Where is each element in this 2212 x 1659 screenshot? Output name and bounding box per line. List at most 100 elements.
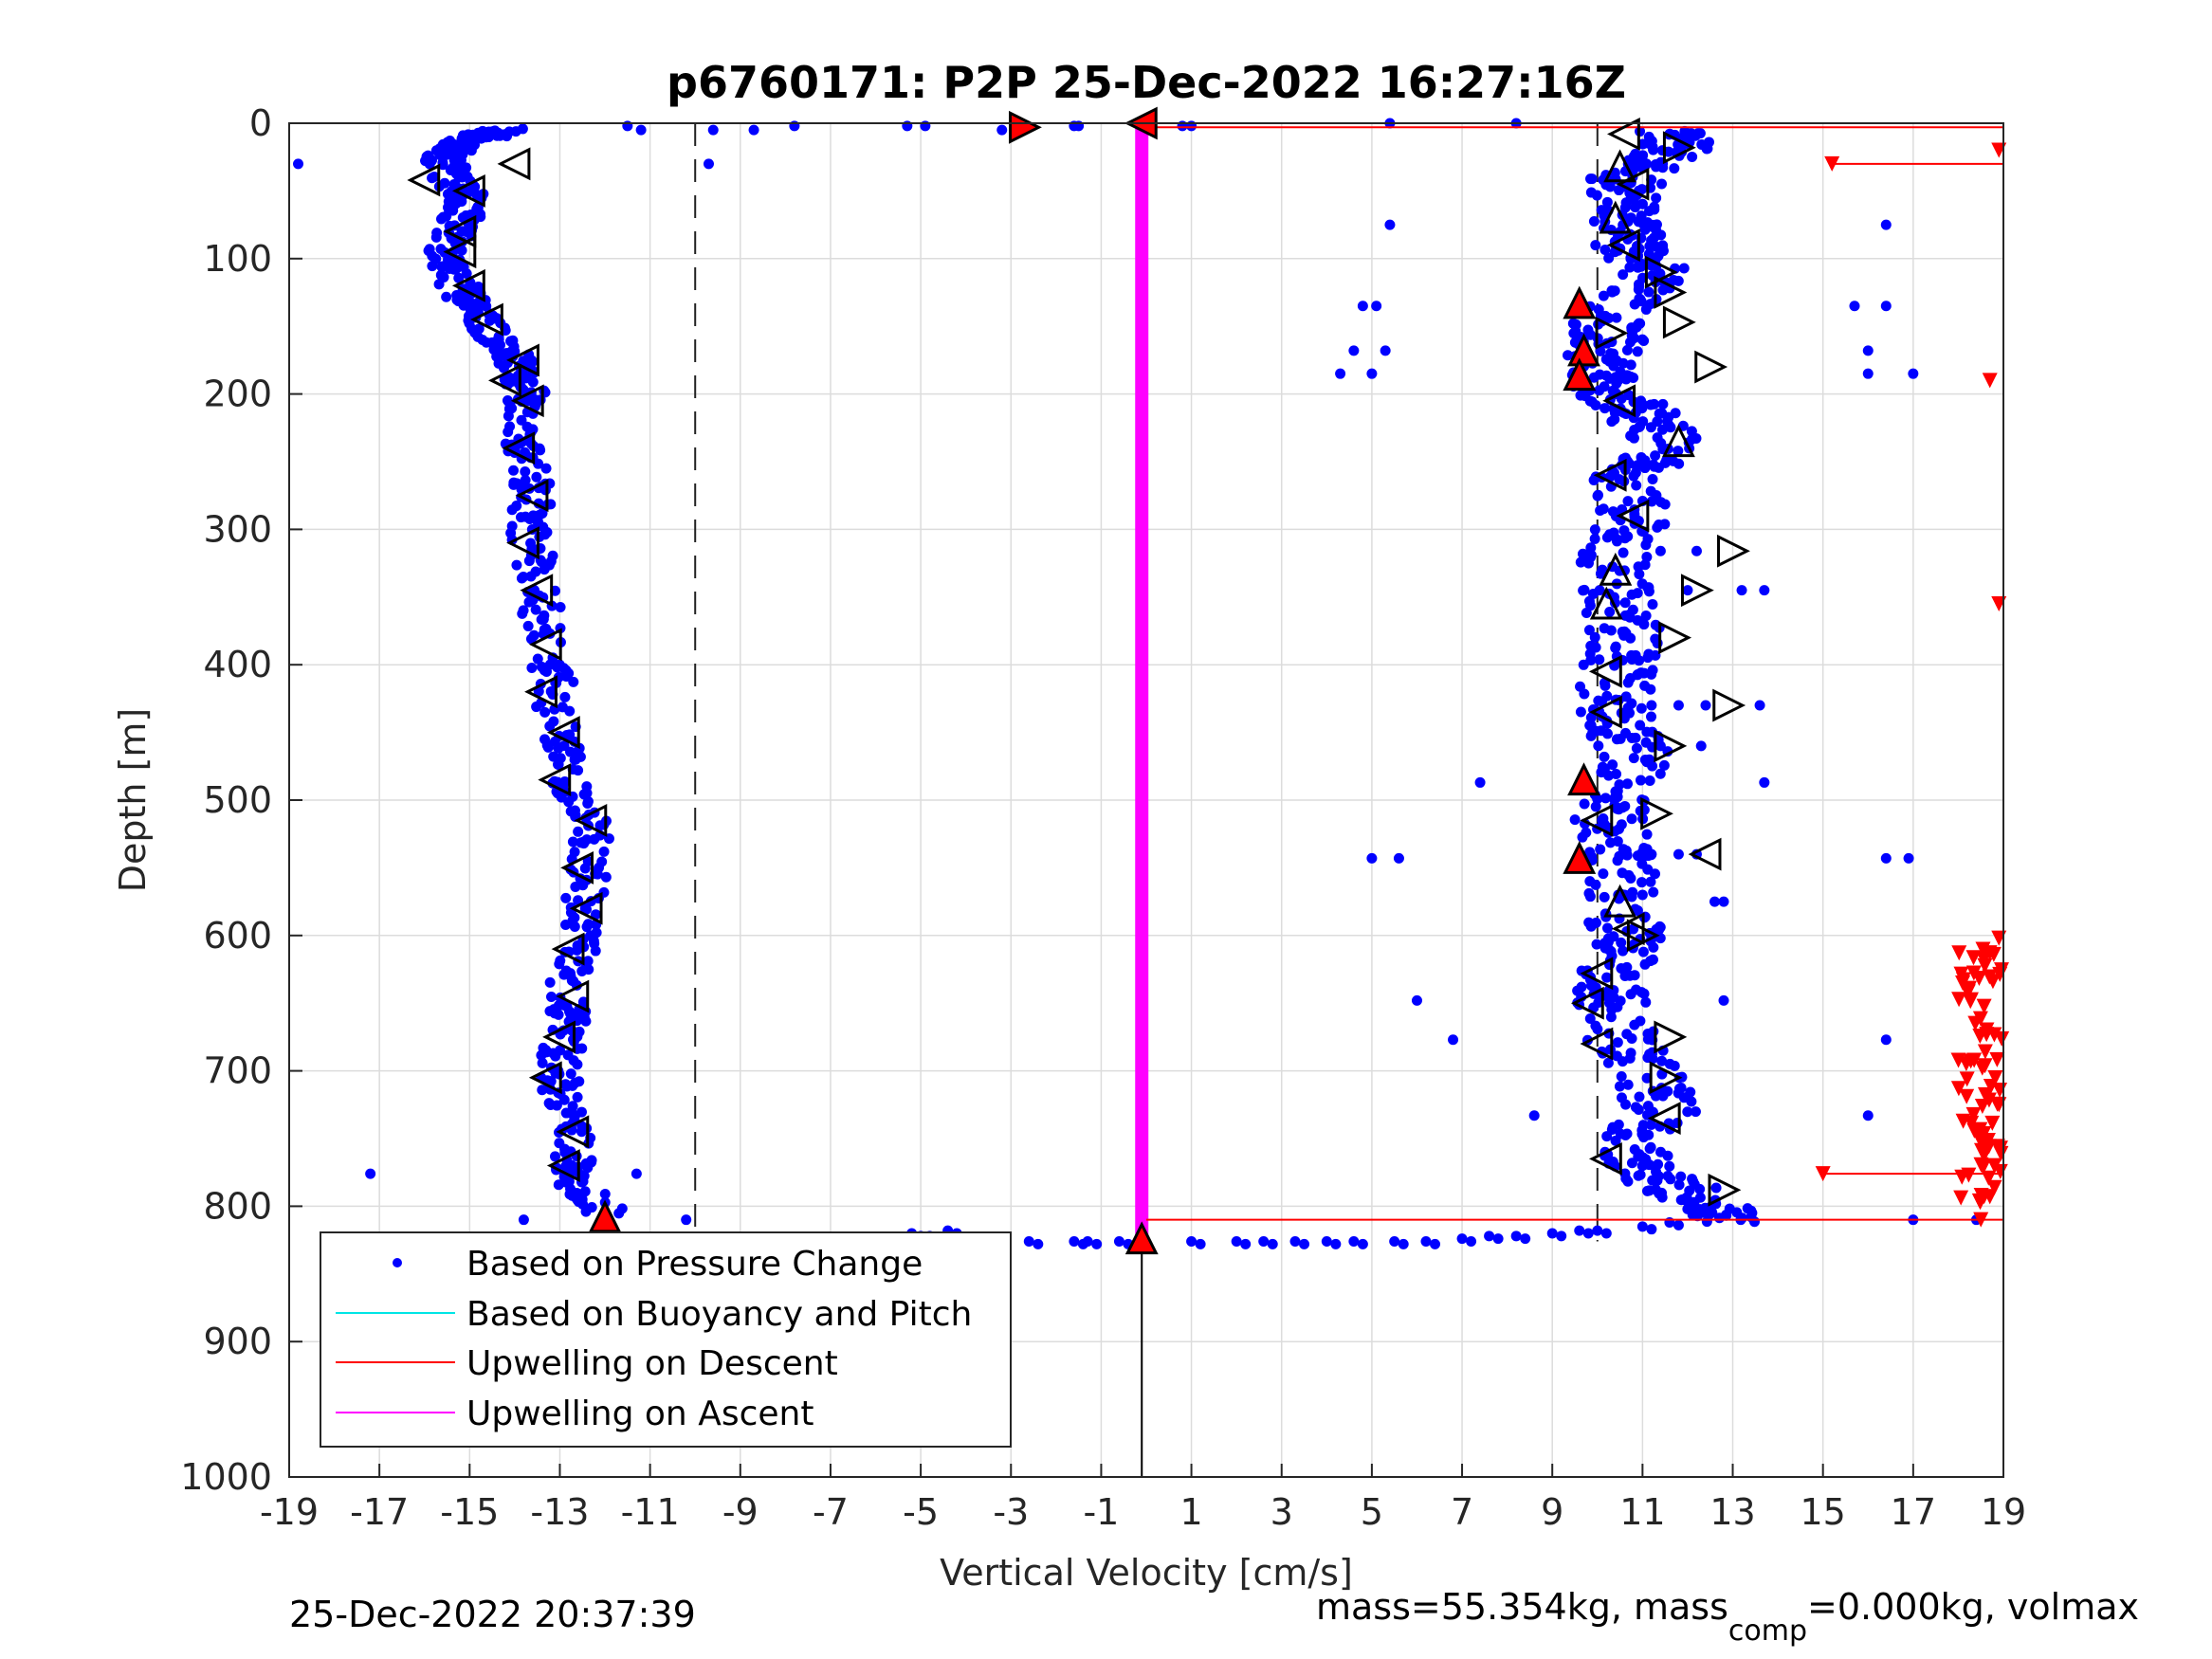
pressure-change-point	[1695, 740, 1707, 752]
pressure-change-point	[496, 350, 507, 361]
pressure-change-point	[1690, 1106, 1701, 1118]
pressure-change-point	[1625, 337, 1636, 348]
pressure-change-point	[558, 1094, 570, 1105]
pressure-change-point	[1645, 876, 1656, 887]
pressure-change-point	[531, 471, 542, 483]
pressure-change-point	[1694, 1183, 1706, 1194]
pressure-change-point	[1335, 368, 1346, 379]
pressure-change-point	[1903, 852, 1914, 864]
pressure-change-point	[447, 193, 458, 205]
pressure-change-point	[570, 882, 581, 893]
mass-subscript: comp	[1728, 1614, 1807, 1648]
pressure-change-point	[535, 445, 546, 456]
pressure-change-point	[1862, 368, 1874, 379]
pressure-change-point	[1582, 1228, 1594, 1239]
pressure-change-point	[1585, 712, 1597, 723]
x-tick-label: 7	[1451, 1491, 1473, 1533]
x-axis-ticks: -19 -17 -15 -13 -11 -9 -7 -5 -3 -1 1 3 5 7 9 11 13 15 17 19	[260, 1464, 2026, 1533]
upwelling-descent-marker	[1977, 1044, 1993, 1060]
pressure-change-point	[1267, 1238, 1278, 1249]
pressure-change-point	[1654, 519, 1665, 530]
pressure-change-point	[1645, 299, 1656, 310]
pressure-change-point	[1474, 776, 1486, 788]
pressure-change-point	[1641, 829, 1653, 840]
pressure-change-point	[1614, 1081, 1625, 1092]
pressure-change-point	[1648, 1026, 1659, 1037]
pressure-change-point	[1673, 458, 1685, 469]
pressure-change-point	[1195, 1238, 1206, 1249]
upwelling-descent-marker	[1972, 1121, 1988, 1138]
pressure-change-point	[1700, 700, 1711, 711]
pressure-change-point	[539, 610, 550, 621]
pressure-change-point	[1649, 398, 1660, 410]
pressure-change-point	[579, 1186, 591, 1197]
pressure-change-point	[1623, 390, 1635, 401]
pressure-change-point	[1456, 1233, 1468, 1245]
pressure-change-point	[1600, 370, 1612, 381]
pressure-change-point	[1669, 163, 1680, 174]
pressure-change-point	[1641, 1185, 1653, 1196]
pressure-change-point	[1616, 962, 1627, 974]
pressure-change-point	[579, 863, 591, 874]
triangle-marker	[546, 716, 580, 750]
upwelling-descent-marker	[1955, 1113, 1971, 1129]
pressure-change-point	[1607, 759, 1618, 771]
pressure-change-point	[1569, 814, 1581, 826]
pressure-change-point	[1673, 1083, 1685, 1094]
triangle-marker	[1567, 333, 1600, 367]
triangle-marker	[569, 891, 603, 925]
legend-label-buoyancy: Based on Buoyancy and Pitch	[466, 1295, 972, 1334]
pressure-change-point	[1635, 1169, 1646, 1180]
pressure-change-point	[1633, 279, 1644, 290]
pressure-change-point	[1614, 779, 1625, 791]
pressure-change-point	[461, 268, 472, 280]
pressure-change-point	[567, 1165, 578, 1176]
x-tick-label: 3	[1271, 1491, 1293, 1533]
pressure-change-point	[1366, 852, 1378, 864]
pressure-change-point	[532, 653, 543, 665]
pressure-change-point	[1599, 891, 1610, 902]
triangle-marker	[451, 173, 485, 208]
pressure-change-point	[1656, 1192, 1668, 1203]
pressure-change-point	[553, 1000, 564, 1012]
pressure-change-point	[599, 1189, 611, 1200]
pressure-change-point	[1628, 372, 1639, 383]
pressure-change-point	[1642, 1033, 1654, 1045]
pressure-change-point	[560, 919, 572, 930]
pressure-change-point	[1600, 354, 1612, 365]
pressure-change-point	[1589, 524, 1600, 536]
triangle-marker	[1647, 1102, 1681, 1136]
pressure-change-point	[1635, 318, 1646, 329]
pressure-change-point	[554, 659, 565, 670]
pressure-change-point	[748, 124, 759, 136]
pressure-change-point	[508, 479, 520, 490]
pressure-change-point	[547, 550, 558, 561]
upwelling-descent-marker	[1983, 1078, 1999, 1094]
pressure-change-point	[1613, 185, 1624, 196]
pressure-change-point	[1579, 390, 1590, 401]
pressure-change-point	[1583, 887, 1595, 899]
pressure-change-point	[568, 676, 579, 687]
pressure-change-point	[1632, 905, 1643, 917]
pressure-change-point	[1636, 210, 1647, 222]
triangle-marker	[1606, 228, 1640, 262]
pressure-change-point	[577, 1176, 589, 1187]
pressure-change-point	[1646, 700, 1657, 711]
x-tick-label: -17	[350, 1491, 409, 1533]
pressure-change-point	[545, 685, 557, 697]
upwelling-descent-marker	[1959, 1088, 1975, 1104]
pressure-change-point	[442, 138, 453, 150]
pressure-change-point	[467, 221, 479, 232]
pressure-change-point	[472, 331, 484, 342]
footer-mass-info: mass=55.354kg, masscomp=0.000kg, volmax	[1316, 1586, 2139, 1648]
pressure-change-point	[553, 742, 564, 754]
pressure-change-point	[1640, 1154, 1652, 1165]
pressure-change-point	[522, 620, 534, 631]
upwelling-descent-marker	[1984, 1115, 2001, 1131]
pressure-change-point	[1880, 852, 1892, 864]
pressure-change-point	[569, 847, 580, 858]
triangle-markers	[407, 106, 1750, 1255]
pressure-change-point	[1581, 607, 1592, 618]
pressure-change-point	[484, 315, 495, 326]
pressure-change-point	[1492, 1233, 1504, 1245]
